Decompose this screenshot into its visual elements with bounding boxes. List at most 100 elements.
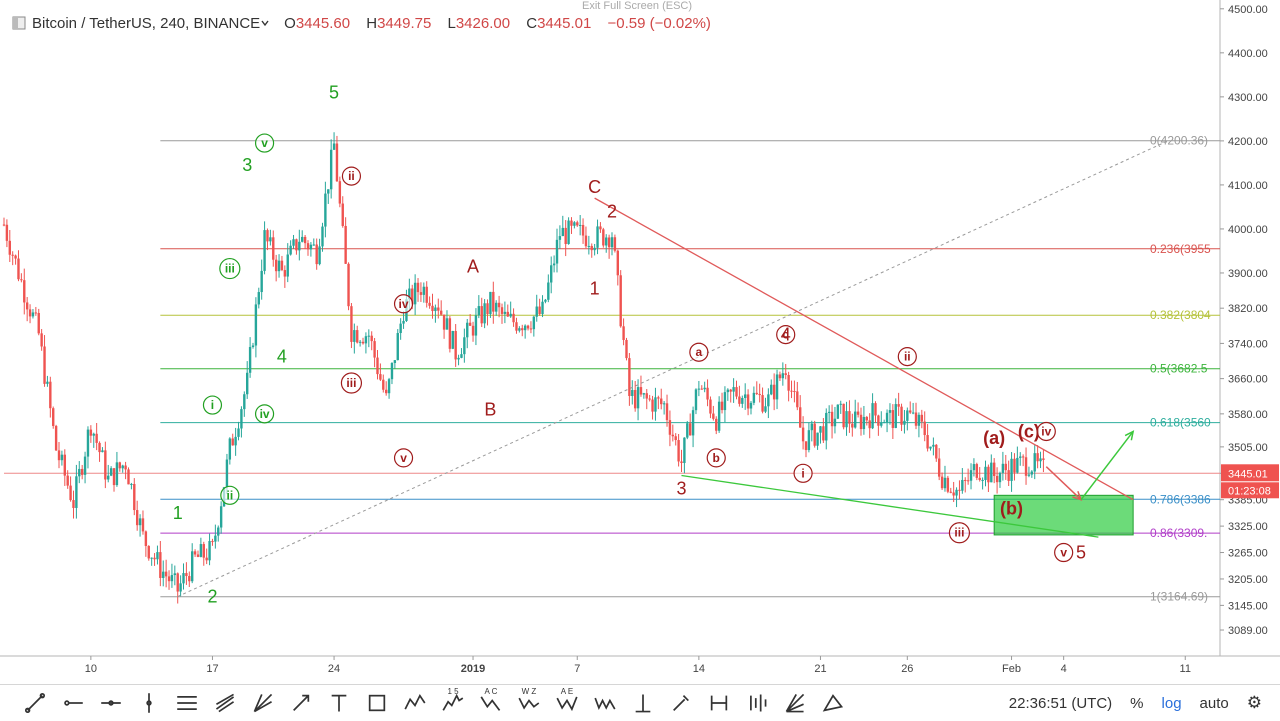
candle-body (694, 389, 698, 411)
candle-body (576, 222, 579, 226)
elliott-double-combo-icon[interactable]: A E (548, 685, 586, 721)
candle-body (966, 480, 970, 482)
candle-body (231, 438, 234, 446)
candle-body (419, 292, 423, 295)
candle-body (193, 551, 197, 555)
auto-toggle[interactable]: auto (1199, 694, 1229, 712)
candle-body (706, 387, 709, 400)
candle-body (949, 491, 952, 493)
fib-level-label: 0.236(3955 (1150, 242, 1211, 256)
candle-body (205, 557, 208, 561)
percent-toggle[interactable]: % (1130, 694, 1144, 712)
candle-body (969, 470, 973, 481)
candle-body (454, 330, 457, 360)
wave-label: b (713, 451, 720, 465)
horizontal-ray-icon[interactable] (54, 685, 92, 721)
wave-tool-label: A C (484, 687, 498, 696)
vertical-line-icon[interactable] (130, 685, 168, 721)
candle-body (961, 479, 964, 491)
candle-body (877, 415, 880, 426)
candle-body (31, 312, 35, 317)
arrow-icon[interactable] (282, 685, 320, 721)
candle-body (451, 330, 454, 349)
candle-body (240, 409, 243, 429)
candle-body (373, 341, 376, 358)
fib-level-label: 0.5(3682.5 (1150, 362, 1208, 376)
wave-circle (254, 133, 275, 153)
candle-body (822, 426, 825, 441)
candle-body (497, 302, 501, 308)
date-range-icon[interactable] (700, 685, 738, 721)
bars-pattern-icon[interactable] (738, 685, 776, 721)
x-tick-label: Feb (1002, 663, 1021, 675)
close-value: 3445.01 (537, 14, 592, 32)
candle-body (428, 302, 431, 306)
candle-body (489, 291, 492, 315)
candle-body (292, 239, 295, 246)
candle-body (749, 402, 753, 409)
wave-label: B (484, 399, 496, 419)
price-chart[interactable]: 4500.00 4400.00 4300.00 4200.00 4100.00 4000.… (0, 0, 1280, 684)
candle-body (1001, 463, 1005, 473)
candle-body (512, 313, 515, 323)
candle-body (121, 465, 124, 469)
candle-body (787, 375, 790, 391)
target-zone (993, 494, 1134, 536)
instrument-icon[interactable] (12, 16, 26, 30)
wave-tool-label: A E (560, 687, 574, 696)
candle-body (179, 583, 182, 592)
candle-body (738, 396, 741, 404)
trend-line-icon[interactable] (16, 685, 54, 721)
rectangle-icon[interactable] (358, 685, 396, 721)
candle-body (361, 341, 365, 344)
candle-body (80, 468, 84, 475)
candle-body (900, 406, 903, 425)
candle-body (503, 311, 507, 314)
candle-body (399, 323, 402, 334)
horizontal-line-icon[interactable] (92, 685, 130, 721)
candle-body (130, 483, 133, 485)
gear-icon[interactable]: ⚙ (1246, 693, 1262, 712)
candle-body (167, 576, 171, 582)
elliott-correction-icon[interactable]: A C (472, 685, 510, 721)
symbol-title[interactable]: Bitcoin / TetherUS, 240, BINANCE (32, 14, 261, 32)
triangle-pattern-icon[interactable] (814, 685, 852, 721)
wave-label: i (211, 398, 214, 412)
exit-full-screen-hint[interactable]: Exit Full Screen (ESC) (582, 0, 693, 12)
candle-body (457, 357, 460, 360)
elliott-triangle-icon[interactable]: W Z (510, 685, 548, 721)
y-tick-label: 4200.00 (1228, 136, 1268, 148)
candle-body (923, 421, 926, 436)
fib-speed-fan-icon[interactable] (776, 685, 814, 721)
candle-body (506, 311, 509, 317)
log-toggle[interactable]: log (1161, 694, 1182, 712)
candle-body (538, 306, 541, 315)
candle-body (390, 362, 394, 380)
candle-body (633, 390, 637, 409)
fib-level-label: 0(4200.36) (1150, 134, 1208, 148)
text-icon[interactable] (320, 685, 358, 721)
gann-fan-icon[interactable] (244, 685, 282, 721)
candle-body (445, 318, 449, 330)
wave-label: 2 (207, 587, 217, 607)
brush-icon[interactable] (662, 685, 700, 721)
wave-label: (b) (1000, 499, 1023, 519)
wave-label: 1 (173, 503, 183, 523)
chevron-down-icon[interactable] (260, 18, 270, 28)
projection-arrow (1080, 431, 1134, 501)
candle-body (767, 394, 770, 407)
candle-body (20, 279, 23, 281)
parallel-channel-icon[interactable] (168, 685, 206, 721)
abcd-pattern-icon[interactable] (396, 685, 434, 721)
pitchfork-icon[interactable] (206, 685, 244, 721)
elliott-triple-combo-icon[interactable] (586, 685, 624, 721)
candle-body (329, 149, 333, 190)
candle-body (54, 425, 58, 451)
wave-circle (1054, 542, 1074, 563)
elliott-impulse-icon[interactable]: 1 5 (434, 685, 472, 721)
candle-body (891, 410, 895, 428)
candle-body (60, 454, 64, 461)
candle-body (784, 373, 787, 376)
candle-body (393, 360, 397, 363)
long-position-icon[interactable] (624, 685, 662, 721)
